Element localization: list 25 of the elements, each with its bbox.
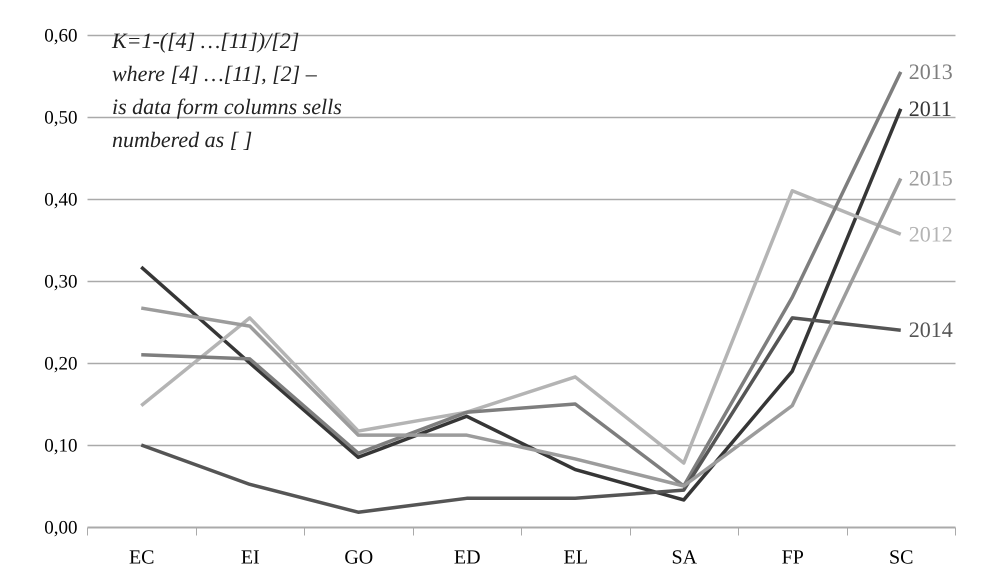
annotation: К=1-([4] …[11])/[2] — [111, 28, 300, 53]
x-tick-label: GO — [344, 546, 374, 568]
y-tick-label: 0,50 — [44, 108, 78, 128]
y-tick-label: 0,30 — [44, 272, 78, 292]
y-tick-label: 0,40 — [44, 190, 78, 210]
annotation: where [4] …[11], [2] – — [112, 61, 318, 86]
annotation: is data form columns sells — [112, 94, 342, 119]
x-tick-label: FP — [782, 546, 804, 568]
series-label: 2013 — [908, 58, 953, 84]
x-tick-label: ED — [454, 546, 481, 568]
series-label: 2012 — [908, 221, 953, 246]
series-label: 2014 — [908, 317, 953, 342]
x-tick-label: EI — [240, 546, 260, 568]
x-tick-label: EL — [564, 546, 588, 568]
y-tick-label: 0,00 — [44, 518, 78, 538]
y-tick-label: 0,10 — [44, 436, 78, 456]
annotation: numbered as [ ] — [112, 127, 252, 152]
y-tick-label: 0,60 — [44, 26, 78, 46]
x-tick-label: EC — [128, 546, 155, 568]
x-tick-label: SC — [889, 546, 914, 568]
y-tick-label: 0,20 — [44, 354, 78, 374]
series-label: 2015 — [908, 166, 953, 190]
line-series — [140, 316, 902, 514]
x-tick-label: SA — [671, 546, 698, 568]
series-label: 2011 — [908, 96, 952, 121]
